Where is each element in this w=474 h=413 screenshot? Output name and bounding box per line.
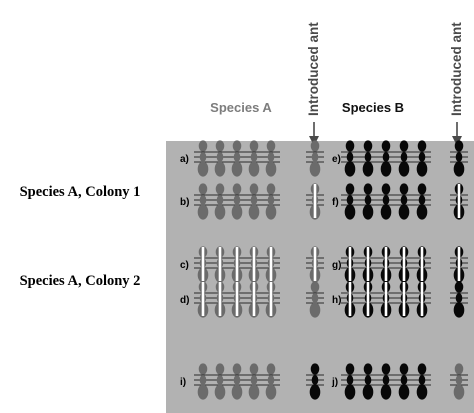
colony-2-label: Species A, Colony 2 bbox=[20, 273, 141, 289]
introduced-ant-icon bbox=[306, 246, 324, 283]
ant-icon bbox=[377, 183, 395, 220]
ant-icon bbox=[395, 363, 413, 400]
ant-icon bbox=[194, 281, 212, 318]
ant-icon bbox=[194, 363, 212, 400]
ant-icon bbox=[341, 281, 359, 318]
ant-icon bbox=[211, 140, 229, 177]
ant-icon bbox=[228, 281, 246, 318]
introduced-ant-icon bbox=[306, 363, 324, 400]
introduced-ant-icon bbox=[306, 281, 324, 318]
ant-icon bbox=[228, 183, 246, 220]
ant-icon bbox=[359, 140, 377, 177]
species-b-header: Species B bbox=[342, 100, 404, 115]
ant-icon bbox=[194, 183, 212, 220]
ant-icon bbox=[262, 363, 280, 400]
introduced-ant-icon bbox=[450, 246, 468, 283]
ant-icon bbox=[413, 140, 431, 177]
ant-icon bbox=[377, 363, 395, 400]
ant-icon bbox=[262, 246, 280, 283]
ant-icon bbox=[413, 281, 431, 318]
ant-row: c) g) bbox=[180, 246, 468, 283]
ant-icon bbox=[395, 140, 413, 177]
row-letter-label: b) bbox=[180, 197, 189, 208]
ant-icon bbox=[228, 246, 246, 283]
ant-icon bbox=[359, 363, 377, 400]
ant-icon bbox=[341, 246, 359, 283]
arrow-down-icon bbox=[452, 122, 462, 146]
ant-row: i) j) bbox=[180, 363, 468, 400]
ant-icon bbox=[413, 363, 431, 400]
ant-icon bbox=[228, 363, 246, 400]
row-letter-label: e) bbox=[332, 154, 341, 165]
introduced-ant-icon bbox=[450, 140, 468, 177]
row-letter-label: f) bbox=[332, 197, 339, 208]
row-letter-label: h) bbox=[332, 295, 341, 306]
row-letter-label: j) bbox=[331, 377, 338, 388]
introduced-ant-label-left: Introduced ant bbox=[306, 22, 321, 116]
row-letter-label: a) bbox=[180, 154, 189, 165]
ant-icon bbox=[377, 246, 395, 283]
ant-icon bbox=[359, 281, 377, 318]
introduced-ant-icon bbox=[450, 281, 468, 318]
ant-icon bbox=[262, 140, 280, 177]
ant-row: a) e) bbox=[180, 140, 468, 177]
ant-icon bbox=[377, 140, 395, 177]
introduced-ant-icon bbox=[450, 183, 468, 220]
ant-icon bbox=[245, 281, 263, 318]
ant-icon bbox=[211, 183, 229, 220]
ant-icon bbox=[228, 140, 246, 177]
ant-icon bbox=[211, 363, 229, 400]
colony-1-label: Species A, Colony 1 bbox=[20, 184, 141, 200]
ant-icon bbox=[194, 140, 212, 177]
ant-icon bbox=[395, 281, 413, 318]
ant-icon bbox=[211, 281, 229, 318]
ant-icon bbox=[211, 246, 229, 283]
row-letter-label: c) bbox=[180, 260, 189, 271]
row-letter-label: g) bbox=[332, 260, 341, 271]
introduced-ant-label-right: Introduced ant bbox=[449, 22, 464, 116]
ant-rows: a) e) b) f) c) g) d) h) i) j) bbox=[180, 140, 468, 400]
ant-icon bbox=[262, 183, 280, 220]
ant-icon bbox=[395, 183, 413, 220]
ant-icon bbox=[413, 183, 431, 220]
ant-icon bbox=[341, 183, 359, 220]
row-letter-label: d) bbox=[180, 295, 189, 306]
ant-icon bbox=[377, 281, 395, 318]
ant-icon bbox=[245, 246, 263, 283]
introduced-ant-icon bbox=[306, 140, 324, 177]
ant-row: b) f) bbox=[180, 183, 468, 220]
ant-icon bbox=[245, 363, 263, 400]
ant-icon bbox=[194, 246, 212, 283]
ant-row: d) h) bbox=[180, 281, 468, 318]
ant-icon bbox=[245, 140, 263, 177]
ant-icon bbox=[395, 246, 413, 283]
introduced-ant-icon bbox=[306, 183, 324, 220]
introduced-ant-icon bbox=[450, 363, 468, 400]
species-a-header: Species A bbox=[210, 100, 272, 115]
ant-icon bbox=[359, 183, 377, 220]
row-letter-label: i) bbox=[180, 377, 186, 388]
ant-icon bbox=[413, 246, 431, 283]
ant-icon bbox=[245, 183, 263, 220]
ant-icon bbox=[341, 140, 359, 177]
ant-icon bbox=[341, 363, 359, 400]
ant-icon bbox=[359, 246, 377, 283]
ant-icon bbox=[262, 281, 280, 318]
